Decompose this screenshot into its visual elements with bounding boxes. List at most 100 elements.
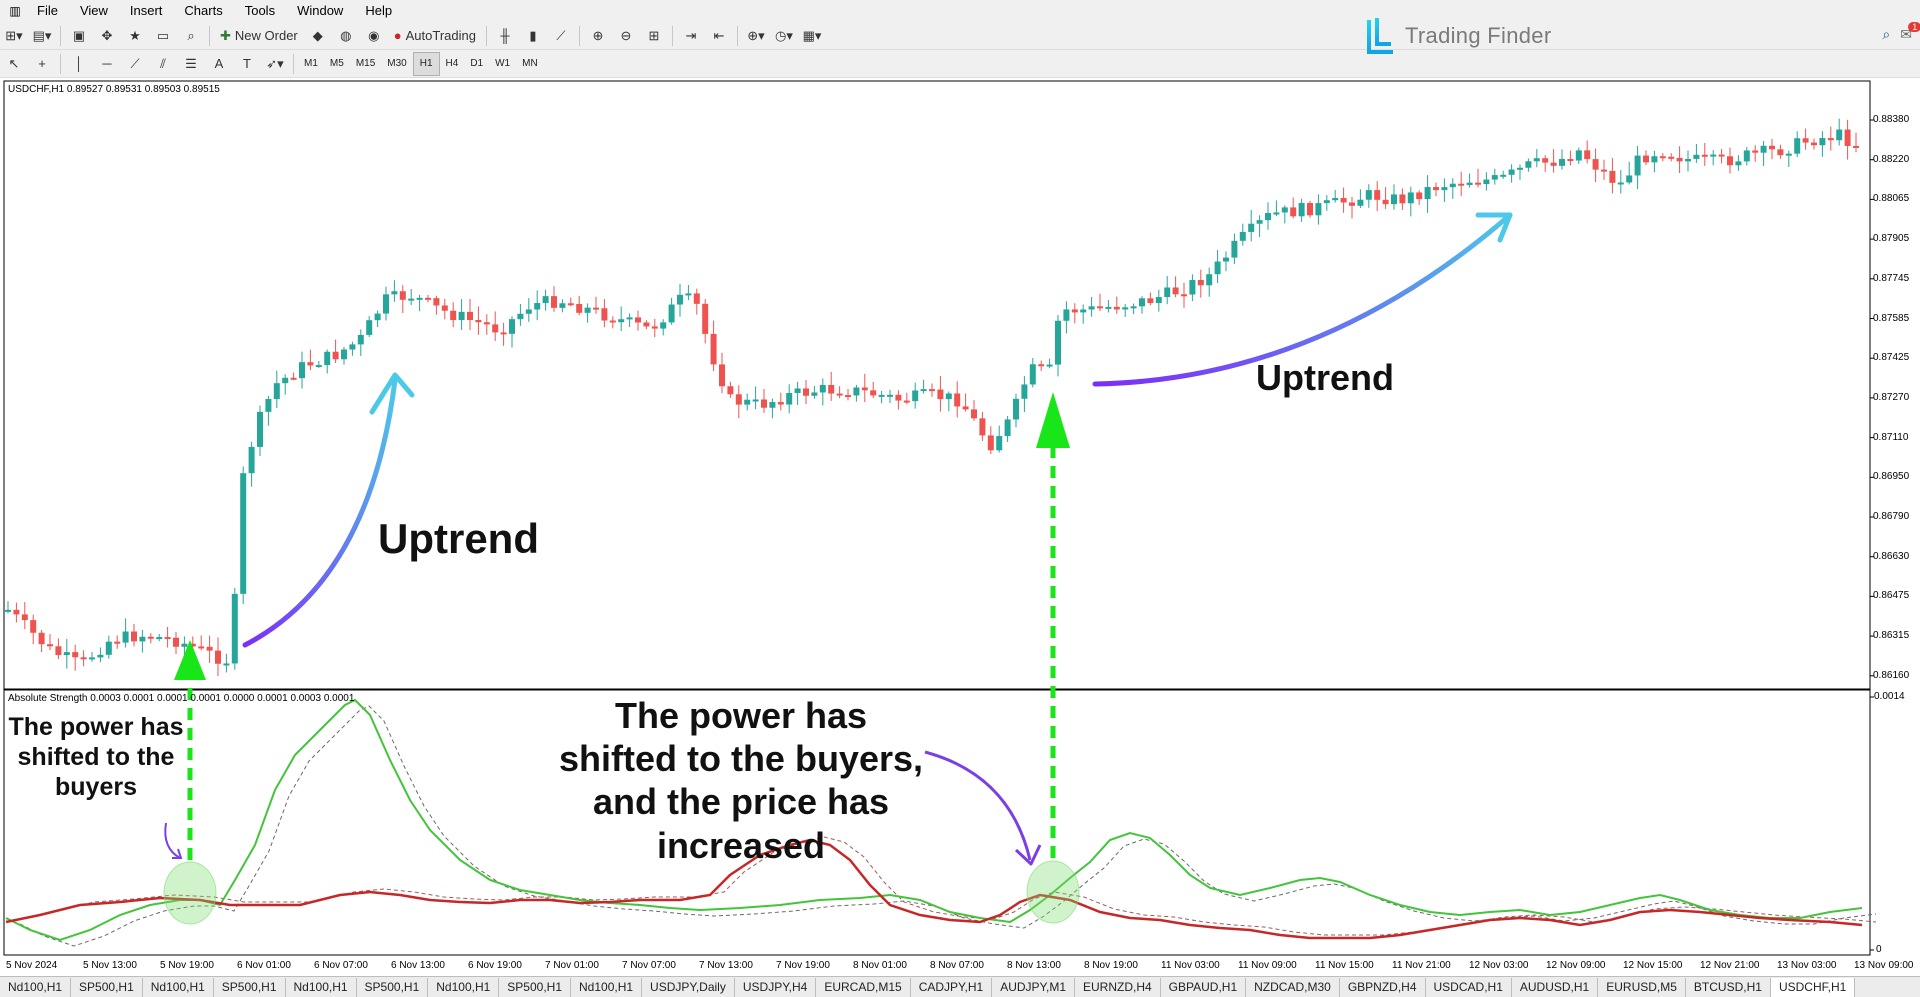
timeframe-h1[interactable]: H1 [412,51,440,76]
terminal-icon[interactable]: ▭ [156,27,170,43]
text-icon[interactable]: A [214,56,224,71]
channel-icon[interactable]: ⫽ [160,55,166,71]
indicators-icon[interactable]: ⊕▾ [747,27,765,43]
menu-charts[interactable]: Charts [184,3,223,18]
vertical-line-icon[interactable]: │ [74,56,84,71]
timeframe-m5[interactable]: M5 [329,58,344,69]
chart-tab[interactable]: EURCAD,M15 [816,977,911,997]
candle-body [861,387,868,391]
menu-help[interactable]: Help [365,3,393,18]
candle-body [181,643,188,647]
chart-tab[interactable]: EURUSD,M5 [1598,977,1686,997]
chart-tab[interactable]: BTCUSD,H1 [1686,977,1771,997]
chart-tab[interactable]: NZDCAD,M30 [1246,977,1340,997]
menu-tools[interactable]: Tools [244,3,276,18]
candle-body [1349,202,1355,206]
arrows-icon[interactable]: ➶▾ [266,55,284,71]
candle-body [206,646,213,651]
uptrend-arrowhead-1 [369,372,415,415]
market-icon[interactable]: ◉ [368,27,380,43]
menu-view[interactable]: View [79,3,108,18]
signals-icon[interactable]: ◍ [340,27,352,43]
timeframe-w1[interactable]: W1 [495,58,511,69]
crosshair-icon[interactable]: + [38,56,46,71]
chart-tab[interactable]: AUDUSD,H1 [1512,977,1599,997]
timeframe-m30[interactable]: M30 [387,58,407,69]
candle-body [819,384,826,393]
profiles-icon[interactable]: ▤▾ [32,27,52,43]
candle-body [618,319,625,323]
chart-tab[interactable]: USDJPY,H4 [735,977,817,997]
notification-icon[interactable]: ✉ 1 [1900,22,1920,43]
timeframe-m15[interactable]: M15 [355,58,376,69]
zoom-in-icon[interactable]: ⊕ [592,27,604,43]
chart-tab[interactable]: USDCHF,H1 [1770,977,1856,997]
candle-body [13,609,20,615]
new-chart-icon[interactable]: ⊞▾ [5,27,23,43]
menu-window[interactable]: Window [297,3,344,18]
time-axis-label: 5 Nov 19:00 [160,960,214,971]
tester-icon[interactable]: ⌕ [187,27,195,43]
chart-tab[interactable]: Nd100,H1 [286,977,357,997]
chart-tab[interactable]: USDCAD,H1 [1426,977,1512,997]
indicator-signal-line-green [19,705,1877,947]
tile-windows-icon[interactable]: ⊞ [648,27,660,43]
new-order-label: New Order [234,28,298,43]
candle-body [131,631,137,642]
market-watch-icon[interactable]: ▣ [72,27,86,43]
chart-tab[interactable]: Nd100,H1 [0,977,72,997]
buy-signal-arrowhead-2 [1036,392,1070,448]
chart-tab[interactable]: GBPNZD,H4 [1340,977,1426,997]
horizontal-line-icon[interactable]: ─ [102,56,112,71]
chart-tab[interactable]: GBPAUD,H1 [1161,977,1247,997]
periods-icon[interactable]: ◷▾ [775,27,793,43]
candle-body [777,402,784,405]
templates-icon[interactable]: ▦▾ [802,27,822,43]
candle-body [1122,307,1129,310]
chart-tab[interactable]: AUDJPY,M1 [992,977,1075,997]
candle-body [139,636,146,642]
data-window-icon[interactable]: ✥ [101,27,113,43]
timeframe-h4[interactable]: H4 [445,58,459,69]
chart-shift-icon[interactable]: ⇥ [685,27,697,43]
chart-tab[interactable]: SP500,H1 [71,977,143,997]
app-icon[interactable]: ▥ [9,4,21,18]
chart-tab[interactable]: USDJPY,Daily [642,977,735,997]
chart-tab[interactable]: Nd100,H1 [428,977,500,997]
timeframe-d1[interactable]: D1 [470,58,484,69]
chart-tab[interactable]: SP500,H1 [214,977,286,997]
chart-tab[interactable]: SP500,H1 [499,977,571,997]
new-order-button[interactable]: ✚ New Order [214,25,304,47]
autoscroll-icon[interactable]: ⇤ [713,27,725,43]
label-icon[interactable]: T [243,56,251,71]
menu-file[interactable]: File [37,3,58,18]
bar-chart-icon[interactable]: ╫ [500,28,510,43]
candle-body [786,392,793,405]
uptrend-arrowhead-2 [1475,212,1513,243]
candle-body [97,654,104,658]
timeframe-mn[interactable]: MN [522,58,538,69]
indicator-lines-layer [5,698,1877,947]
autotrading-button[interactable]: ● AutoTrading [388,25,482,47]
candle-body [231,593,238,664]
candle-body [1391,194,1397,205]
cursor-icon[interactable]: ↖ [8,55,20,71]
line-chart-icon[interactable]: ⟋ [556,27,566,43]
zoom-out-icon[interactable]: ⊖ [620,27,632,43]
candle-body [1181,294,1187,297]
timeframe-m1[interactable]: M1 [304,58,318,69]
chart-tab[interactable]: SP500,H1 [357,977,429,997]
chart-tab[interactable]: Nd100,H1 [143,977,214,997]
search-icon[interactable]: ⌕ [1882,26,1891,42]
chart-tab[interactable]: Nd100,H1 [571,977,643,997]
metaeditor-icon[interactable]: ◆ [312,27,323,43]
candle-body [1441,187,1448,191]
fibonacci-icon[interactable]: ☰ [185,55,197,71]
menu-insert[interactable]: Insert [129,3,163,18]
navigator-icon[interactable]: ★ [129,27,141,43]
chart-tab[interactable]: EURNZD,H4 [1075,977,1161,997]
chart-tab[interactable]: CADJPY,H1 [911,977,993,997]
candlestick-icon[interactable]: ▮ [529,27,537,43]
trendline-icon[interactable]: ⟋ [130,55,140,71]
